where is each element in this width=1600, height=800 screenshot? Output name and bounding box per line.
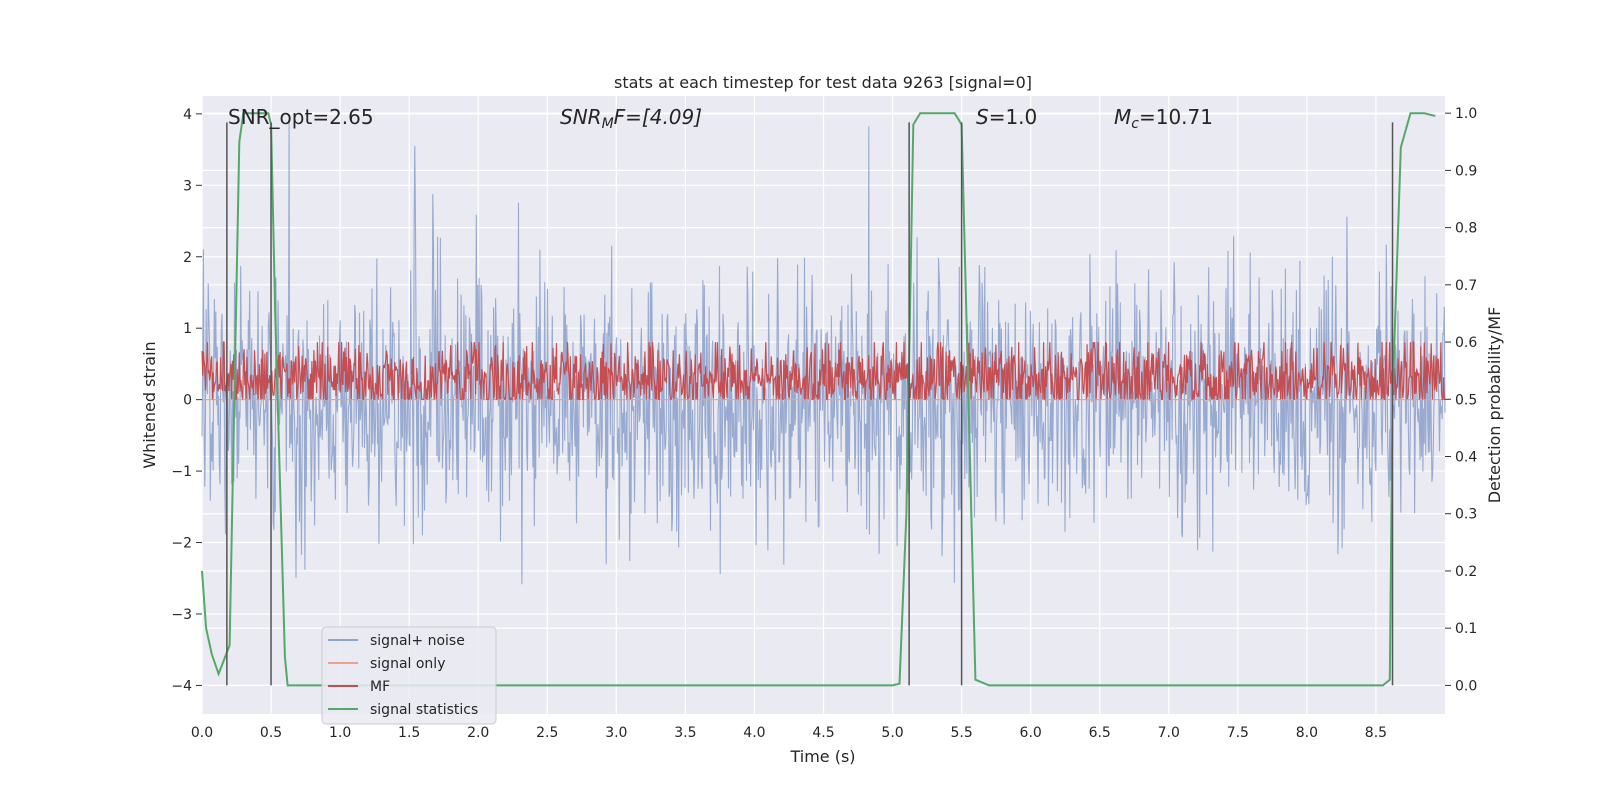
y-right-tick-label: 0.2	[1455, 564, 1477, 580]
y-left-tick-label: 1	[183, 321, 192, 337]
y-right-tick-label: 0.5	[1455, 392, 1477, 408]
y-left-tick-label: 0	[183, 393, 192, 409]
legend-label-signal-statistics: signal statistics	[370, 702, 478, 718]
y-left-tick-label: −2	[171, 536, 192, 552]
y-right-tick-label: 0.9	[1455, 163, 1477, 179]
annotation-mc: Mc=10.71	[1114, 105, 1213, 132]
x-tick-label: 6.0	[1020, 725, 1042, 741]
annotation-snr-mf-rest: F=[4.09]	[614, 105, 702, 129]
x-tick-label: 5.0	[881, 725, 903, 741]
x-tick-label: 7.0	[1158, 725, 1180, 741]
vertical-marker-layer	[226, 122, 1394, 686]
legend-label-signal-noise: signal+ noise	[370, 633, 465, 649]
x-tick-label: 8.5	[1365, 725, 1387, 741]
annotation-mc-base: M	[1114, 105, 1131, 129]
x-tick-label: 4.5	[812, 725, 834, 741]
y-right-tick-label: 1.0	[1455, 106, 1477, 122]
series-mf-line	[201, 341, 1445, 402]
x-tick-label: 0.0	[191, 725, 213, 741]
y-right-tick-label: 0.3	[1455, 507, 1477, 523]
y-right-tick-label: 0.1	[1455, 621, 1477, 637]
x-axis-label: Time (s)	[789, 747, 855, 766]
x-tick-label: 0.5	[260, 725, 282, 741]
x-tick-label: 3.5	[674, 725, 696, 741]
x-tick-label: 7.5	[1227, 725, 1249, 741]
series-signal-statistics-line	[201, 112, 1436, 687]
y-axis-label-left: Whitened strain	[140, 341, 159, 468]
annotation-mc-sub: c	[1131, 116, 1139, 132]
x-tick-label: 4.0	[743, 725, 765, 741]
x-tick-label: 2.0	[467, 725, 489, 741]
annotation-s: S=1.0	[976, 105, 1037, 129]
y-axis-label-right: Detection probability/MF	[1485, 307, 1504, 504]
legend-box	[321, 626, 497, 725]
y-right-tick-label: 0.8	[1455, 221, 1477, 237]
annotation-s-base: S	[976, 105, 989, 129]
annotation-mc-rest: =10.71	[1139, 105, 1213, 129]
legend: signal+ noise signal only MF signal stat…	[321, 626, 497, 725]
y-left-tick-label: −4	[171, 678, 192, 694]
y-left-tick-label: −3	[171, 607, 192, 623]
chart-title: stats at each timestep for test data 926…	[614, 73, 1032, 92]
annotation-snr-mf-sub: M	[602, 116, 614, 132]
annotation-snr-mf-base: SNR	[560, 105, 602, 129]
legend-label-signal-only: signal only	[370, 656, 445, 672]
x-tick-label: 8.0	[1296, 725, 1318, 741]
annotation-s-rest: =1.0	[989, 105, 1038, 129]
x-tick-label: 1.0	[329, 725, 351, 741]
y-left-tick-label: −1	[171, 464, 192, 480]
annotation-snr-mf: SNRMF=[4.09]	[560, 105, 702, 132]
x-tick-label: 1.5	[398, 725, 420, 741]
y-right-tick-label: 0.7	[1455, 278, 1477, 294]
annotation-snr-opt: SNR_opt=2.65	[228, 105, 374, 129]
y-left-tick-label: 2	[183, 250, 192, 266]
y-left-tick-label: 3	[183, 178, 192, 194]
y-right-tick-label: 0.6	[1455, 335, 1477, 351]
x-tick-label: 6.5	[1089, 725, 1111, 741]
y-right-tick-label: 0.0	[1455, 678, 1477, 694]
y-right-tick-label: 0.4	[1455, 450, 1477, 466]
y-left-tick-label: 4	[183, 107, 192, 123]
x-tick-label: 3.0	[605, 725, 627, 741]
tick-layer: 0.0 0.5 1.0 1.5 2.0 2.5 3.0 3.5 4.0 4.5 5.0 5.5 6.0 6…	[171, 106, 1477, 741]
series-layer	[201, 112, 1446, 687]
legend-label-mf: MF	[370, 679, 390, 695]
x-tick-label: 2.5	[536, 725, 558, 741]
x-tick-label: 5.5	[950, 725, 972, 741]
